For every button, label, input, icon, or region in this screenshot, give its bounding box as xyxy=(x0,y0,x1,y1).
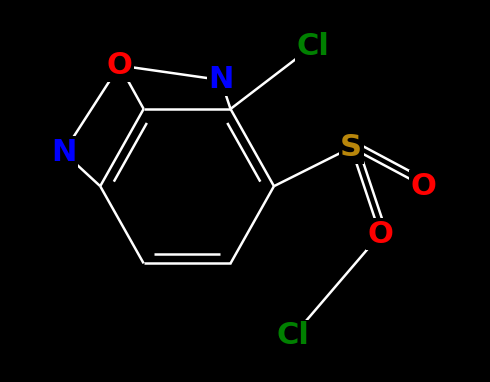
Text: O: O xyxy=(411,172,437,201)
Text: N: N xyxy=(51,138,76,167)
Text: O: O xyxy=(367,220,393,249)
Text: O: O xyxy=(107,51,132,80)
Text: N: N xyxy=(208,65,234,94)
Text: Cl: Cl xyxy=(277,321,310,350)
Text: S: S xyxy=(340,133,362,162)
Text: Cl: Cl xyxy=(296,32,329,61)
